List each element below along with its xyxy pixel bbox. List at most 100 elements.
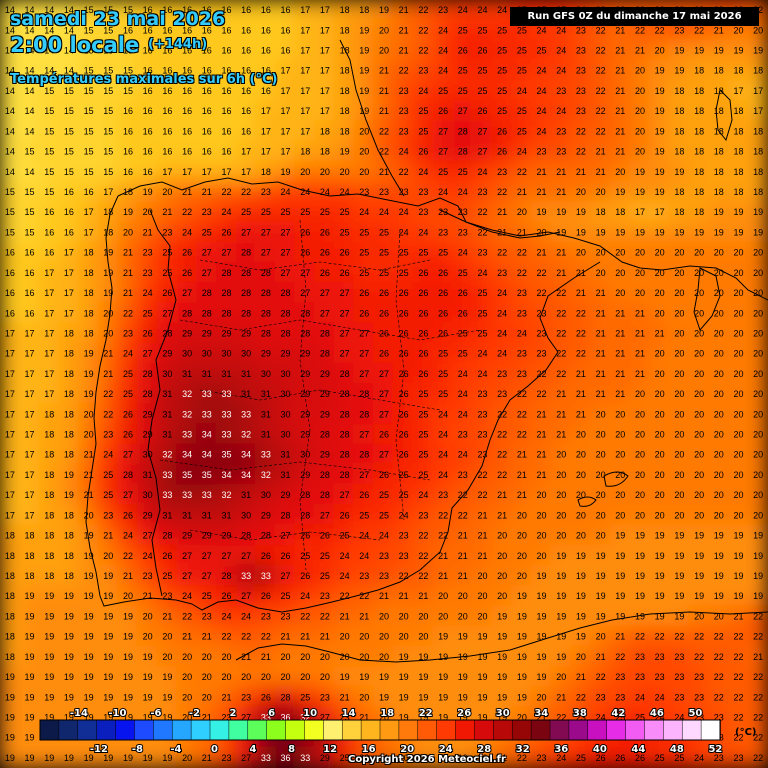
temperature-value: 21 — [359, 611, 369, 621]
temperature-value: 19 — [64, 611, 74, 621]
temperature-cell — [609, 160, 632, 183]
temperature-value: 19 — [44, 611, 54, 621]
temperature-value: 20 — [103, 308, 113, 318]
temperature-cell — [511, 59, 533, 82]
temperature-cell — [195, 59, 218, 82]
temperature-value: 22 — [497, 470, 507, 480]
temperature-value: 26 — [123, 430, 133, 440]
temperature-value: 18 — [64, 450, 74, 460]
temperature-value: 25 — [438, 86, 448, 96]
temperature-value: 25 — [497, 86, 507, 96]
temperature-value: 20 — [714, 510, 724, 520]
temperature-value: 23 — [517, 308, 527, 318]
temperature-value: 20 — [320, 167, 330, 177]
temperature-cell — [18, 59, 41, 82]
temperature-cell — [432, 19, 454, 42]
temperature-value: 19 — [714, 46, 724, 56]
temperature-value: 24 — [300, 591, 310, 601]
temperature-value: 31 — [281, 450, 291, 460]
temperature-value: 20 — [300, 652, 310, 662]
temperature-value: 25 — [477, 288, 487, 298]
temperature-value: 25 — [320, 207, 330, 217]
temperature-value: 27 — [281, 268, 291, 278]
temperature-value: 30 — [281, 409, 291, 419]
temperature-value: 16 — [281, 5, 291, 15]
temperature-value: 28 — [340, 430, 350, 440]
temperature-value: 20 — [143, 611, 153, 621]
temperature-value: 19 — [162, 692, 172, 702]
temperature-value: 16 — [241, 25, 251, 35]
temperature-cell — [156, 100, 179, 123]
temperature-value: 20 — [517, 510, 527, 520]
temperature-cell — [294, 0, 317, 22]
legend-swatch — [247, 719, 268, 741]
temperature-value: 19 — [556, 551, 566, 561]
temperature-value: 22 — [103, 409, 113, 419]
temperature-value: 18 — [615, 207, 625, 217]
temperature-cell — [176, 140, 198, 163]
temperature-cell — [274, 140, 297, 163]
temperature-value: 18 — [694, 106, 704, 116]
temperature-value: 18 — [753, 66, 763, 76]
temperature-value: 20 — [694, 470, 704, 480]
temperature-value: 20 — [379, 25, 389, 35]
temperature-value: 28 — [202, 308, 212, 318]
temperature-value: 21 — [615, 147, 625, 157]
temperature-value: 19 — [556, 652, 566, 662]
temperature-value: 23 — [477, 409, 487, 419]
temperature-cell — [392, 140, 415, 163]
temperature-cell — [471, 180, 494, 204]
temperature-value: 19 — [281, 167, 291, 177]
temperature-cell — [491, 140, 513, 163]
temperature-value: 23 — [399, 126, 409, 136]
temperature-value: 19 — [674, 551, 684, 561]
temperature-value: 15 — [64, 86, 74, 96]
temperature-value: 29 — [320, 450, 330, 460]
temperature-cell — [77, 59, 100, 82]
temperature-value: 16 — [221, 46, 231, 56]
temperature-value: 33 — [221, 409, 231, 419]
temperature-cell — [412, 160, 435, 183]
temperature-value: 20 — [615, 490, 625, 500]
temperature-value: 21 — [300, 632, 310, 642]
temperature-value: 18 — [694, 86, 704, 96]
temperature-cell — [648, 140, 671, 163]
temperature-value: 22 — [753, 632, 763, 642]
legend-tick-label: -8 — [132, 744, 143, 755]
temperature-value: 16 — [182, 86, 192, 96]
temperature-value: 24 — [399, 147, 409, 157]
temperature-value: 24 — [458, 248, 468, 258]
temperature-value: 22 — [694, 652, 704, 662]
temperature-value: 23 — [241, 692, 251, 702]
temperature-value: 17 — [300, 66, 310, 76]
temperature-value: 19 — [596, 591, 606, 601]
temperature-value: 29 — [281, 349, 291, 359]
temperature-value: 23 — [399, 86, 409, 96]
temperature-value: 25 — [477, 328, 487, 338]
temperature-value: 31 — [182, 510, 192, 520]
temperature-cell — [58, 140, 80, 163]
temperature-value: 26 — [221, 227, 231, 237]
temperature-value: 24 — [458, 389, 468, 399]
legend-tick-label: 36 — [554, 744, 568, 755]
legend-swatch — [436, 719, 457, 741]
temperature-value: 22 — [399, 167, 409, 177]
temperature-value: 34 — [182, 450, 192, 460]
temperature-cell — [215, 140, 238, 163]
temperature-value: 19 — [655, 126, 665, 136]
temperature-cell — [550, 79, 573, 103]
temperature-cell — [255, 39, 277, 62]
temperature-value: 22 — [418, 571, 428, 581]
temperature-value: 19 — [103, 611, 113, 621]
temperature-value: 20 — [340, 632, 350, 642]
temperature-cell — [314, 39, 336, 62]
temperature-value: 23 — [556, 147, 566, 157]
temperature-value: 18 — [694, 207, 704, 217]
temperature-cell — [136, 19, 159, 42]
temperature-value: 24 — [221, 611, 231, 621]
temperature-cell — [727, 180, 750, 204]
legend-tick-label: 26 — [457, 708, 471, 719]
temperature-value: 19 — [655, 551, 665, 561]
temperature-value: 16 — [162, 147, 172, 157]
temperature-value: 17 — [5, 470, 15, 480]
